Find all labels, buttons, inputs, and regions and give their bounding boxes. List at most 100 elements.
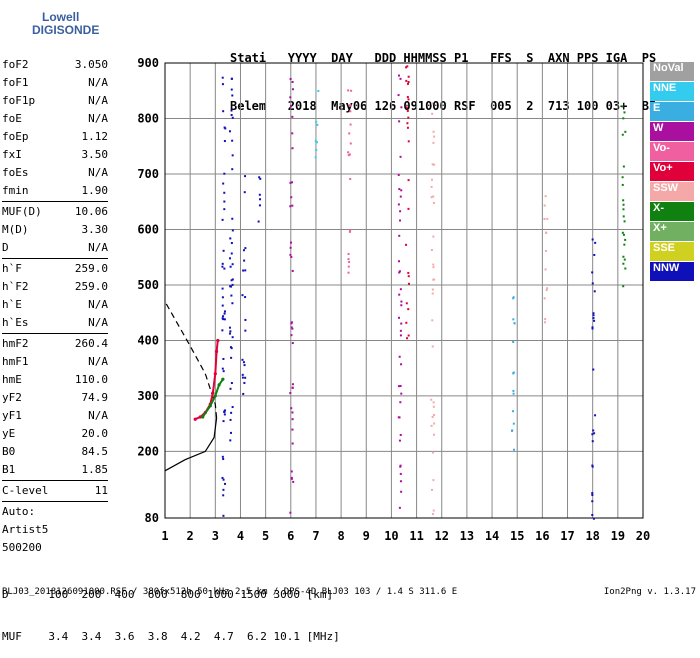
param-value: 259.0 — [74, 280, 108, 293]
profile-curve — [164, 418, 218, 472]
echo-dot — [241, 294, 244, 297]
echo-dot — [430, 248, 433, 251]
echo-dot — [291, 383, 294, 386]
param-key: fmin — [2, 184, 29, 197]
echo-dot — [258, 193, 261, 196]
echo-dot — [432, 401, 435, 404]
echo-dot — [317, 90, 320, 93]
profile-curve-extrapolated — [164, 301, 218, 419]
echo-dot — [591, 465, 594, 468]
echo-dot — [431, 163, 434, 166]
echo-dot — [593, 432, 596, 435]
echo-dot — [622, 117, 625, 120]
echo-dot — [433, 422, 436, 425]
legend-item: NoVal — [650, 62, 694, 81]
echo-dot — [221, 455, 224, 458]
echo-dot — [243, 364, 246, 367]
echo-dot — [229, 387, 232, 390]
echo-dot — [349, 103, 352, 106]
legend-item: NNE — [650, 82, 694, 101]
trace-point — [198, 415, 202, 419]
legend-item: Vo+ — [650, 162, 694, 181]
echo-dot — [291, 147, 294, 150]
echo-dot — [433, 414, 436, 417]
param-row: yF1 N/A — [2, 407, 108, 425]
param-key: foE — [2, 112, 22, 125]
echo-dot — [241, 376, 244, 379]
legend-item: Vo- — [650, 142, 694, 161]
echo-dot — [432, 202, 435, 205]
echo-dot — [591, 433, 594, 436]
file-info-footer: BLJ03_2018126091000.RSF / 380fx512h 50 k… — [2, 587, 458, 597]
param-row: h`F2 259.0 — [2, 278, 108, 296]
param-value: N/A — [88, 298, 108, 311]
echo-dot — [291, 411, 294, 414]
echo-dot — [242, 249, 245, 252]
echo-dot — [543, 297, 546, 300]
echo-dot — [289, 511, 292, 514]
echo-dot — [290, 470, 293, 473]
echo-dot — [289, 246, 292, 249]
param-value: 74.9 — [81, 391, 109, 404]
legend-item: X+ — [650, 222, 694, 241]
echo-dot — [591, 492, 594, 495]
header-labels: Stati YYYY DAY DDD HHMMSS P1 FFS S AXN P… — [230, 51, 657, 65]
echo-dot — [228, 326, 231, 329]
legend-item: NNW — [650, 262, 694, 281]
echo-dot — [400, 322, 403, 325]
echo-dot — [222, 420, 225, 423]
echo-dot — [546, 217, 549, 220]
ionogram-chart: 1 2 3 4 5 6 7 8 9 10 11 12 13 14 15 16 17 18 19 20802003004… — [137, 56, 650, 543]
echo-dot — [398, 416, 401, 419]
echo-dot — [431, 513, 434, 516]
echo-dot — [593, 253, 596, 256]
echo-dot — [259, 198, 262, 201]
echo-dot — [405, 321, 408, 324]
y-tick-label: 700 — [137, 167, 159, 181]
echo-dot — [290, 334, 293, 337]
param-key: hmF1 — [2, 355, 29, 368]
echo-dot — [622, 215, 625, 218]
echo-dot — [398, 355, 401, 358]
echo-dot — [591, 464, 594, 467]
y-tick-label: 900 — [137, 56, 159, 70]
echo-dot — [430, 185, 433, 188]
echo-dot — [546, 287, 549, 290]
param-key: Artist5 — [2, 523, 49, 536]
echo-dot — [350, 89, 353, 92]
echo-dot — [347, 151, 350, 154]
trace-point — [214, 349, 219, 354]
echo-dot — [432, 235, 435, 238]
echo-dot — [290, 196, 293, 199]
echo-dot — [407, 271, 410, 274]
echo-dot — [230, 242, 233, 245]
param-value: N/A — [88, 94, 108, 107]
echo-dot — [624, 130, 627, 133]
param-key: yE — [2, 427, 16, 440]
echo-dot — [430, 178, 433, 181]
echo-dot — [244, 296, 247, 299]
echo-dot — [230, 88, 233, 91]
echo-dot — [230, 279, 233, 282]
param-row: Auto: — [2, 503, 108, 521]
echo-dot — [399, 288, 402, 291]
trace-point — [213, 372, 217, 376]
x-tick-label: 8 — [337, 529, 344, 543]
echo-dot — [241, 358, 244, 361]
x-tick-label: 12 — [435, 529, 449, 543]
echo-dot — [405, 66, 408, 69]
echo-dot — [229, 265, 232, 268]
param-key: Auto: — [2, 505, 36, 518]
param-value: N/A — [88, 355, 108, 368]
echo-dot — [432, 141, 435, 144]
echo-dot — [224, 482, 227, 485]
echo-dot — [290, 476, 293, 479]
echo-dot — [431, 292, 434, 295]
echo-dot — [591, 282, 594, 285]
echo-dot — [400, 189, 403, 192]
echo-dot — [291, 442, 294, 445]
echo-dot — [622, 165, 625, 168]
echo-dot — [223, 410, 226, 413]
trace-point — [208, 404, 212, 408]
echo-dot — [291, 80, 294, 83]
